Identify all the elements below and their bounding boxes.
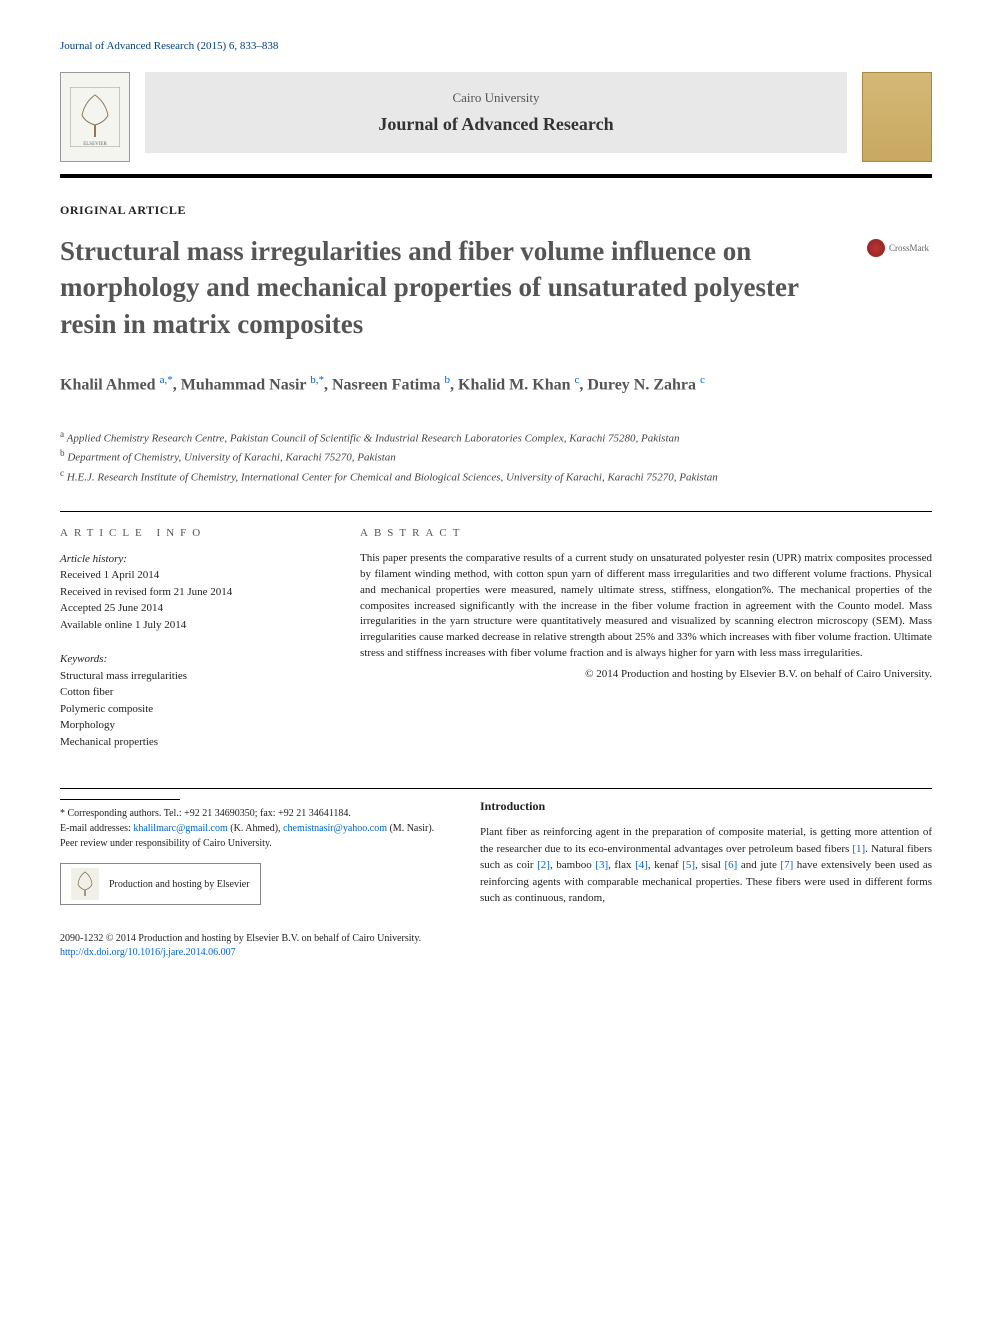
history-line: Received 1 April 2014 <box>60 567 320 584</box>
citation-ref[interactable]: [4] <box>635 859 648 871</box>
keyword-line: Cotton fiber <box>60 684 320 701</box>
doi-link[interactable]: http://dx.doi.org/10.1016/j.jare.2014.06… <box>60 947 236 958</box>
keyword-line: Morphology <box>60 717 320 734</box>
elsevier-mini-logo <box>71 868 99 900</box>
page-footer: 2090-1232 © 2014 Production and hosting … <box>60 932 932 960</box>
keywords-block: Keywords: Structural mass irregularities… <box>60 651 320 750</box>
divider-rule <box>60 174 932 178</box>
svg-text:ELSEVIER: ELSEVIER <box>83 142 107 147</box>
authors-list: Khalil Ahmed a,*, Muhammad Nasir b,*, Na… <box>60 372 932 398</box>
email-link[interactable]: khalilmarc@gmail.com <box>133 823 227 834</box>
affiliation-line: c H.E.J. Research Institute of Chemistry… <box>60 467 932 486</box>
journal-cover-thumbnail <box>862 72 932 162</box>
corresponding-author-note: * Corresponding authors. Tel.: +92 21 34… <box>60 806 440 821</box>
elsevier-tree-icon: ELSEVIER <box>70 87 120 147</box>
affiliation-line: b Department of Chemistry, University of… <box>60 447 932 466</box>
issn-copyright: 2090-1232 © 2014 Production and hosting … <box>60 932 932 946</box>
journal-name: Journal of Advanced Research <box>165 114 827 135</box>
affiliation-line: a Applied Chemistry Research Centre, Pak… <box>60 428 932 447</box>
header-citation: Journal of Advanced Research (2015) 6, 8… <box>60 40 932 52</box>
hosting-box: Production and hosting by Elsevier <box>60 863 261 905</box>
keywords-label: Keywords: <box>60 651 320 668</box>
footnote-rule <box>60 799 180 800</box>
header-area: ELSEVIER Cairo University Journal of Adv… <box>60 72 932 162</box>
citation-ref[interactable]: [6] <box>725 859 738 871</box>
keyword-line: Structural mass irregularities <box>60 668 320 685</box>
citation-ref[interactable]: [7] <box>780 859 793 871</box>
introduction-heading: Introduction <box>480 799 932 814</box>
hosting-text: Production and hosting by Elsevier <box>109 877 250 892</box>
email-link[interactable]: chemistnasir@yahoo.com <box>283 823 387 834</box>
abstract-header: ABSTRACT <box>360 527 932 539</box>
article-info-header: ARTICLE INFO <box>60 527 320 539</box>
introduction-text: Plant fiber as reinforcing agent in the … <box>480 824 932 907</box>
journal-university: Cairo University <box>165 90 827 106</box>
elsevier-logo: ELSEVIER <box>60 72 130 162</box>
abstract-text: This paper presents the comparative resu… <box>360 551 932 663</box>
lower-row: * Corresponding authors. Tel.: +92 21 34… <box>60 799 932 907</box>
citation-ref[interactable]: [2] <box>537 859 550 871</box>
history-label: Article history: <box>60 551 320 568</box>
journal-banner: Cairo University Journal of Advanced Res… <box>145 72 847 153</box>
email-addresses: E-mail addresses: khalilmarc@gmail.com (… <box>60 821 440 836</box>
citation-ref[interactable]: [5] <box>682 859 695 871</box>
crossmark-badge[interactable]: CrossMark <box>867 233 932 263</box>
peer-review-note: Peer review under responsibility of Cair… <box>60 836 440 851</box>
history-line: Accepted 25 June 2014 <box>60 600 320 617</box>
citation-ref[interactable]: [1] <box>852 843 865 855</box>
keyword-line: Mechanical properties <box>60 734 320 751</box>
introduction-column: Introduction Plant fiber as reinforcing … <box>480 799 932 907</box>
article-info-column: ARTICLE INFO Article history: Received 1… <box>60 527 320 769</box>
history-line: Received in revised form 21 June 2014 <box>60 584 320 601</box>
abstract-column: ABSTRACT This paper presents the compara… <box>360 527 932 769</box>
history-line: Available online 1 July 2014 <box>60 617 320 634</box>
article-title: Structural mass irregularities and fiber… <box>60 233 847 342</box>
crossmark-label: CrossMark <box>889 243 929 253</box>
crossmark-icon <box>867 239 885 257</box>
affiliations: a Applied Chemistry Research Centre, Pak… <box>60 428 932 485</box>
title-row: Structural mass irregularities and fiber… <box>60 233 932 372</box>
info-abstract-row: ARTICLE INFO Article history: Received 1… <box>60 527 932 769</box>
keyword-line: Polymeric composite <box>60 701 320 718</box>
thin-rule <box>60 511 932 512</box>
abstract-copyright: © 2014 Production and hosting by Elsevie… <box>360 668 932 680</box>
citation-ref[interactable]: [3] <box>595 859 608 871</box>
thin-rule <box>60 788 932 789</box>
article-history-block: Article history: Received 1 April 2014Re… <box>60 551 320 634</box>
footnotes-column: * Corresponding authors. Tel.: +92 21 34… <box>60 799 440 907</box>
article-type: ORIGINAL ARTICLE <box>60 203 932 218</box>
